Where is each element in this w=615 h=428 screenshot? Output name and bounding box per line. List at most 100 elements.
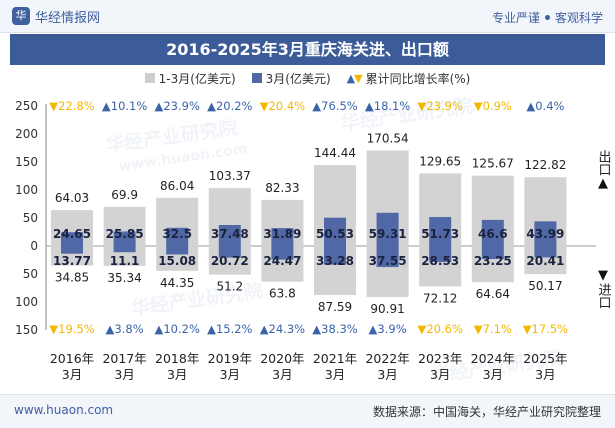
import-monthly-label: 20.72 bbox=[211, 254, 249, 268]
import-cumulative-label: 90.91 bbox=[370, 302, 404, 316]
growth-value: 23.9% bbox=[426, 99, 463, 113]
legend-item-monthly: 3月(亿美元) bbox=[251, 70, 331, 87]
brand[interactable]: 华 华经情报网 bbox=[12, 6, 100, 26]
x-tick-label: 3月 bbox=[377, 367, 397, 382]
growth-up-arrow-icon: ▲ bbox=[154, 99, 163, 113]
export-growth-label: ▲0.4% bbox=[526, 99, 564, 113]
export-monthly-label: 50.53 bbox=[316, 227, 354, 241]
import-monthly-bar bbox=[429, 246, 452, 262]
export-monthly-label: 43.99 bbox=[526, 227, 564, 241]
growth-value: 23.9% bbox=[163, 99, 200, 113]
growth-value: 17.5% bbox=[532, 322, 569, 336]
export-growth-label: ▼23.9% bbox=[417, 99, 462, 113]
import-growth-label: ▼7.1% bbox=[474, 322, 512, 336]
import-growth-label: ▼17.5% bbox=[523, 322, 568, 336]
y-tick-label: 250 bbox=[15, 99, 38, 113]
import-monthly-label: 24.47 bbox=[263, 254, 301, 268]
growth-up-arrow-icon: ▲ bbox=[260, 322, 269, 336]
export-monthly-label: 24.65 bbox=[53, 227, 91, 241]
import-monthly-bar bbox=[324, 246, 346, 265]
import-growth-label: ▼19.5% bbox=[49, 322, 94, 336]
export-monthly-bar bbox=[218, 225, 241, 246]
export-monthly-bar bbox=[534, 221, 557, 246]
export-monthly-bar bbox=[429, 217, 452, 246]
import-monthly-label: 33.28 bbox=[316, 254, 354, 268]
x-tick-label: 3月 bbox=[483, 367, 503, 382]
export-arrow-icon: ▲ bbox=[598, 176, 608, 191]
import-cumulative-label: 51.2 bbox=[216, 280, 243, 294]
x-tick-label: 2019年 bbox=[208, 351, 252, 366]
growth-value: 22.8% bbox=[58, 99, 95, 113]
export-growth-label: ▼0.9% bbox=[474, 99, 512, 113]
growth-up-arrow-icon: ▲ bbox=[365, 99, 374, 113]
growth-up-arrow-icon: ▲ bbox=[207, 99, 216, 113]
top-bar: 华 华经情报网 专业严谨 客观科学 bbox=[0, 0, 615, 33]
growth-value: 20.2% bbox=[216, 99, 253, 113]
y-tick-label: 50 bbox=[23, 267, 38, 281]
import-monthly-label: 23.25 bbox=[474, 254, 512, 268]
import-side-label: ▼ 进口 bbox=[595, 268, 611, 309]
import-cumulative-label: 87.59 bbox=[318, 300, 352, 314]
legend-triangles-icon: ▲▼ bbox=[346, 71, 363, 85]
legend: 1-3月(亿美元) 3月(亿美元) ▲▼ 累计同比增长率(%) bbox=[0, 68, 615, 88]
title-bar: 2016-2025年3月重庆海关进、出口额 bbox=[10, 34, 605, 65]
x-tick-label: 2017年 bbox=[102, 351, 146, 366]
import-cumulative-label: 50.17 bbox=[528, 279, 562, 293]
growth-value: 10.2% bbox=[163, 322, 200, 336]
import-monthly-bar bbox=[218, 246, 241, 258]
export-growth-label: ▲20.2% bbox=[207, 99, 252, 113]
import-monthly-bar bbox=[376, 246, 399, 268]
y-tick-label: 150 bbox=[15, 323, 38, 337]
brand-logo-icon: 华 bbox=[12, 7, 30, 25]
import-monthly-label: 28.53 bbox=[421, 254, 459, 268]
legend-label-monthly: 3月(亿美元) bbox=[265, 71, 331, 86]
export-monthly-bar bbox=[271, 228, 294, 246]
export-growth-label: ▼20.4% bbox=[260, 99, 305, 113]
x-tick-label: 3月 bbox=[430, 367, 450, 382]
export-cumulative-label: 103.37 bbox=[209, 169, 251, 183]
import-monthly-bar bbox=[534, 246, 557, 258]
y-tick-label: 100 bbox=[15, 183, 38, 197]
y-tick-label: 0 bbox=[30, 239, 38, 253]
import-growth-label: ▲24.3% bbox=[260, 322, 305, 336]
x-tick-label: 2025年 bbox=[523, 351, 567, 366]
export-monthly-bar bbox=[166, 227, 189, 246]
export-cumulative-label: 64.03 bbox=[55, 191, 89, 205]
y-tick-label: 100 bbox=[15, 295, 38, 309]
growth-value: 24.3% bbox=[269, 322, 306, 336]
growth-down-arrow-icon: ▼ bbox=[417, 322, 426, 336]
import-cumulative-label: 44.35 bbox=[160, 276, 194, 290]
growth-value: 0.9% bbox=[483, 99, 512, 113]
x-tick-label: 3月 bbox=[325, 367, 345, 382]
import-growth-label: ▲15.2% bbox=[207, 322, 252, 336]
brand-name: 华经情报网 bbox=[35, 10, 101, 26]
footer-source: 数据来源：中国海关，华经产业研究院整理 bbox=[372, 405, 601, 419]
x-tick-label: 3月 bbox=[62, 367, 82, 382]
growth-value: 18.1% bbox=[374, 99, 411, 113]
export-label-text: 出口 bbox=[595, 150, 611, 176]
growth-value: 15.2% bbox=[216, 322, 253, 336]
export-monthly-label: 46.6 bbox=[478, 227, 508, 241]
growth-value: 3.9% bbox=[377, 322, 406, 336]
import-growth-label: ▲3.9% bbox=[369, 322, 407, 336]
x-tick-label: 2016年 bbox=[50, 351, 94, 366]
import-monthly-label: 11.1 bbox=[110, 254, 140, 268]
x-tick-label: 2020年 bbox=[260, 351, 304, 366]
export-side-label: 出口 ▲ bbox=[595, 150, 611, 191]
x-tick-label: 3月 bbox=[272, 367, 292, 382]
x-tick-label: 2024年 bbox=[471, 351, 515, 366]
legend-item-growth: ▲▼ 累计同比增长率(%) bbox=[347, 70, 471, 87]
import-cumulative-label: 35.34 bbox=[107, 271, 141, 285]
footer-url[interactable]: www.huaon.com bbox=[14, 403, 114, 417]
legend-swatch-monthly bbox=[251, 73, 262, 83]
growth-down-arrow-icon: ▼ bbox=[49, 99, 58, 113]
import-cumulative-label: 64.64 bbox=[476, 287, 510, 301]
growth-value: 3.8% bbox=[114, 322, 143, 336]
x-tick-label: 2023年 bbox=[418, 351, 462, 366]
growth-up-arrow-icon: ▲ bbox=[207, 322, 216, 336]
import-growth-label: ▼20.6% bbox=[417, 322, 462, 336]
legend-item-cumulative: 1-3月(亿美元) bbox=[144, 70, 236, 87]
chart-area: 250 200 150 100 50 0 50 100 150 64.03 24.65 13.77 34… bbox=[15, 99, 596, 382]
import-label-text: 进口 bbox=[595, 283, 611, 309]
export-growth-label: ▼22.8% bbox=[49, 99, 94, 113]
